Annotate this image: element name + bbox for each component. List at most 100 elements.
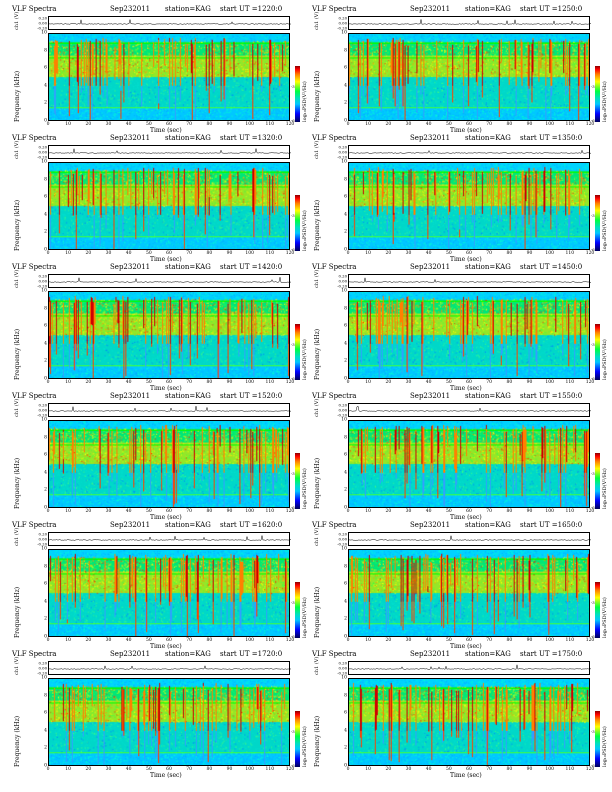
x-tick-label: 90 [226, 251, 233, 256]
y-tick-label: 0 [344, 118, 347, 124]
x-tick-label: 60 [466, 638, 472, 643]
x-ticks: 0 10 20 30 40 50 60 70 80 90 100 110 120 [346, 638, 595, 644]
trace-line [49, 535, 291, 541]
x-tick-label: 40 [125, 380, 132, 385]
y-axis-label: Frequency (kHz) [314, 715, 321, 767]
x-tick-label: 90 [526, 638, 533, 643]
colorbar [295, 582, 300, 638]
x-tick-label: 90 [226, 509, 233, 514]
panel-header: VLF Spectra Sep232011 station=KAG start UT … [310, 520, 610, 530]
trace-tick-label: 0.20 [338, 15, 347, 21]
y-tick-label: 2 [44, 100, 47, 106]
colorbar-label: log₁₀PSD(V²/Hz) [302, 339, 308, 380]
spectrogram [48, 291, 290, 379]
colorbar-label: log₁₀PSD(V²/Hz) [302, 468, 308, 509]
x-tick-label: 0 [46, 251, 50, 256]
x-tick-label: 90 [526, 251, 533, 256]
x-tick-label: 0 [346, 638, 350, 643]
x-tick-label: 80 [506, 380, 513, 385]
colorbar-tick: -3 [591, 342, 595, 347]
x-tick-label: 10 [65, 251, 72, 256]
y-tick-label: 0 [344, 634, 347, 640]
x-axis-label: Time (sec) [450, 772, 482, 779]
panel-header: VLF Spectra Sep232011 station=KAG start UT … [310, 262, 610, 272]
y-ticks: 0 2 4 6 8 10 [38, 418, 47, 511]
spectra-panel: VLF Spectra Sep232011 station=KAG start UT … [10, 520, 310, 650]
y-tick-label: 0 [44, 118, 47, 124]
trace-ticks: 0.20 0.00 -0.20 [324, 532, 347, 547]
colorbar-tick: -6 [591, 763, 595, 768]
panel-title: VLF Spectra [12, 650, 57, 658]
y-tick-label: 8 [344, 435, 347, 441]
trace-plot [349, 664, 591, 670]
colorbar-tick: -3 [291, 84, 295, 89]
x-tick-label: 110 [265, 509, 275, 514]
waveform-trace [48, 145, 291, 159]
x-axis-label: Time (sec) [450, 256, 482, 263]
y-tick-label: 2 [344, 358, 347, 364]
x-axis-label: Time (sec) [450, 127, 482, 134]
waveform-trace [48, 532, 291, 546]
y-ticks: 0 2 4 6 8 10 [338, 676, 347, 769]
x-tick-label: 30 [405, 638, 412, 643]
x-tick-label: 10 [365, 251, 372, 256]
trace-tick-label: -0.20 [337, 670, 347, 676]
trace-axis-label: ch1 (V) [314, 527, 320, 546]
trace-ticks: 0.20 0.00 -0.20 [324, 15, 347, 31]
x-tick-label: 50 [145, 509, 152, 514]
panel-header: VLF Spectra Sep232011 station=KAG start UT … [310, 391, 610, 401]
y-tick-label: 8 [44, 48, 47, 54]
x-tick-label: 40 [425, 509, 432, 514]
x-tick-label: 0 [46, 380, 50, 385]
panel-station: station=KAG [465, 521, 511, 529]
x-tick-label: 60 [466, 509, 472, 514]
colorbar-tick: -3 [291, 342, 295, 347]
spectrogram-image [49, 550, 289, 636]
x-tick-label: 70 [486, 509, 493, 514]
x-tick-label: 80 [506, 767, 513, 772]
x-tick-label: 90 [526, 380, 533, 385]
x-tick-label: 50 [445, 638, 452, 643]
trace-tick-label: 0.20 [38, 15, 47, 21]
x-tick-label: 120 [585, 638, 595, 643]
x-tick-label: 60 [166, 251, 172, 256]
trace-tick-label: 0.00 [338, 278, 347, 284]
panel-station: station=KAG [465, 263, 511, 271]
colorbar-label: log₁₀PSD(V²/Hz) [602, 726, 608, 767]
trace-line [349, 664, 591, 670]
x-axis-label: Time (sec) [150, 643, 182, 650]
colorbar-tick: -3 [591, 213, 595, 218]
spectrogram-image [349, 34, 589, 120]
trace-line [349, 149, 591, 154]
trace-axis-label: ch1 (V) [14, 140, 20, 159]
panel-header: VLF Spectra Sep232011 station=KAG start UT … [10, 391, 310, 401]
trace-tick-label: 0.00 [338, 20, 347, 26]
panel-header: VLF Spectra Sep232011 station=KAG start UT … [10, 133, 310, 143]
trace-axis-label: ch1 (V) [14, 11, 20, 30]
spectra-panel: VLF Spectra Sep232011 station=KAG start UT … [310, 391, 610, 521]
x-tick-label: 20 [85, 380, 92, 385]
x-tick-label: 0 [46, 767, 50, 772]
trace-tick-label: 0.20 [38, 531, 47, 537]
colorbar-label: log₁₀PSD(V²/Hz) [602, 339, 608, 380]
trace-tick-label: 0.00 [38, 20, 47, 26]
x-axis-label: Time (sec) [150, 514, 182, 521]
x-tick-label: 30 [405, 509, 412, 514]
x-tick-label: 40 [125, 251, 132, 256]
y-tick-label: 6 [44, 581, 47, 587]
y-tick-label: 4 [344, 341, 347, 347]
panel-title: VLF Spectra [312, 263, 357, 271]
x-tick-label: 10 [65, 767, 72, 772]
y-tick-label: 0 [344, 505, 347, 511]
spectrogram [348, 678, 590, 766]
panel-date: Sep232011 [110, 392, 151, 400]
panel-date: Sep232011 [410, 521, 451, 529]
x-tick-label: 70 [486, 251, 493, 256]
y-tick-label: 0 [44, 376, 47, 382]
panel-date: Sep232011 [410, 650, 451, 658]
x-ticks: 0 10 20 30 40 50 60 70 80 90 100 110 120 [347, 251, 595, 257]
trace-line [349, 19, 591, 25]
x-tick-label: 50 [145, 638, 152, 643]
panel-title: VLF Spectra [312, 134, 357, 142]
x-tick-label: 20 [85, 638, 92, 643]
